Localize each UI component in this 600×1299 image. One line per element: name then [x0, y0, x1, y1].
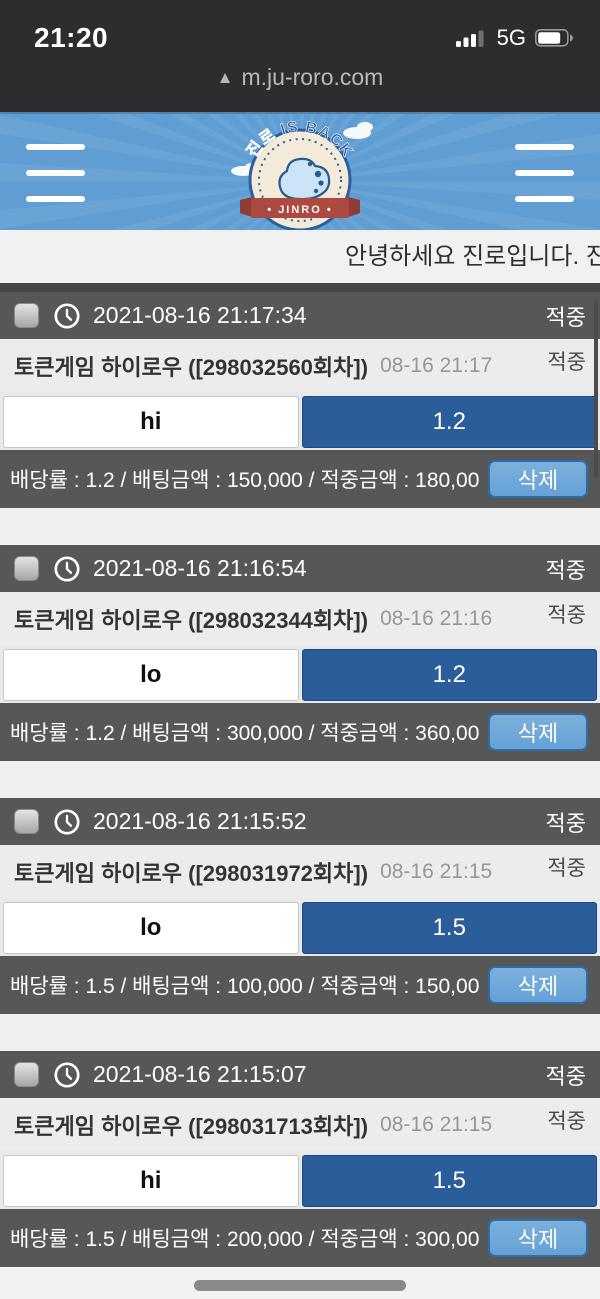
url-text: m.ju-roro.com: [241, 64, 384, 90]
menu-bar: [515, 196, 574, 202]
bet-card-footer: 배당률 : 1.5 / 배팅금액 : 200,000 / 적중금액 : 300,…: [0, 1209, 600, 1267]
bet-summary: 배당률 : 1.5 / 배팅금액 : 100,000 / 적중금액 : 150,…: [10, 975, 480, 998]
bet-timestamp: 2021-08-16 21:16:54: [93, 555, 307, 581]
bet-card-header: 2021-08-16 21:15:52 적중: [0, 798, 600, 845]
bet-card-header: 2021-08-16 21:15:07 적중: [0, 1051, 600, 1098]
status-icons: 5G: [455, 25, 574, 51]
select-checkbox[interactable]: [14, 556, 39, 581]
clock-icon: [53, 808, 81, 836]
bet-card-footer: 배당률 : 1.2 / 배팅금액 : 300,000 / 적중금액 : 360,…: [0, 703, 600, 761]
status-time: 21:20: [34, 22, 109, 53]
pick-cell: hi: [3, 396, 299, 448]
site-logo[interactable]: • JINRO • 진로 IS BACK: [205, 114, 395, 237]
jinro-logo: • JINRO • 진로 IS BACK: [231, 118, 373, 232]
bet-selection-row: hi 1.2: [0, 392, 600, 450]
odds-cell: 1.5: [301, 902, 597, 954]
bet-card-footer: 배당률 : 1.2 / 배팅금액 : 150,000 / 적중금액 : 180,…: [0, 450, 600, 508]
odds-cell: 1.2: [301, 396, 597, 448]
game-title: 토큰게임 하이로우 ([298032344회차]): [14, 607, 369, 633]
url-bar[interactable]: ▲ m.ju-roro.com: [0, 60, 600, 91]
bet-timestamp: 2021-08-16 21:15:52: [93, 808, 307, 834]
bet-selection-row: lo 1.5: [0, 898, 600, 956]
bet-timestamp: 2021-08-16 21:17:34: [93, 302, 307, 328]
game-result-badge: 적중: [547, 1110, 586, 1133]
browser-chrome: 21:20 5G ▲ m.ju-roro.com: [0, 0, 600, 112]
menu-bar: [515, 170, 574, 176]
scrollbar-thumb[interactable]: [594, 300, 598, 478]
game-result-badge: 적중: [547, 857, 586, 880]
bet-card: 2021-08-16 21:17:34 적중 토큰게임 하이로우 ([29803…: [0, 292, 600, 508]
game-info-row: 토큰게임 하이로우 ([298031972회차]) 08-16 21:15 적중: [0, 845, 600, 898]
game-result-badge: 적중: [547, 351, 586, 374]
menu-bar: [26, 196, 85, 202]
site-header: • JINRO • 진로 IS BACK: [0, 112, 600, 232]
bottom-bar: [0, 1267, 600, 1299]
bet-summary: 배당률 : 1.5 / 배팅금액 : 200,000 / 적중금액 : 300,…: [10, 1228, 480, 1251]
select-checkbox[interactable]: [14, 1062, 39, 1087]
right-menu-button[interactable]: [515, 144, 574, 202]
game-time: 08-16 21:17: [380, 353, 493, 377]
menu-bar: [515, 144, 574, 150]
bet-card-header: 2021-08-16 21:16:54 적중: [0, 545, 600, 592]
network-label: 5G: [496, 25, 526, 50]
game-time: 08-16 21:16: [380, 606, 493, 630]
delete-button[interactable]: 삭제: [488, 1219, 588, 1257]
bet-card-list: 2021-08-16 21:17:34 적중 토큰게임 하이로우 ([29803…: [0, 292, 600, 1267]
notice-text: 안녕하세요 진로입니다. 진로 평: [345, 243, 600, 270]
ssl-warning-icon: ▲: [216, 68, 234, 87]
select-checkbox[interactable]: [14, 303, 39, 328]
pick-cell: lo: [3, 649, 299, 701]
game-result-badge: 적중: [547, 604, 586, 627]
odds-cell: 1.2: [301, 649, 597, 701]
bet-selection-row: lo 1.2: [0, 645, 600, 703]
game-info-row: 토큰게임 하이로우 ([298031713회차]) 08-16 21:15 적중: [0, 1098, 600, 1151]
game-title: 토큰게임 하이로우 ([298031972회차]): [14, 860, 369, 886]
odds-cell: 1.5: [301, 1155, 597, 1207]
bet-card-footer: 배당률 : 1.5 / 배팅금액 : 100,000 / 적중금액 : 150,…: [0, 956, 600, 1014]
delete-button[interactable]: 삭제: [488, 460, 588, 498]
bet-card: 2021-08-16 21:16:54 적중 토큰게임 하이로우 ([29803…: [0, 545, 600, 761]
game-time: 08-16 21:15: [380, 1112, 493, 1136]
clock-icon: [53, 1061, 81, 1089]
clock-icon: [53, 555, 81, 583]
result-badge: 적중: [545, 557, 586, 583]
logo-ribbon-text: • JINRO •: [267, 204, 332, 216]
game-info-row: 토큰게임 하이로우 ([298032560회차]) 08-16 21:17 적중: [0, 339, 600, 392]
delete-button[interactable]: 삭제: [488, 713, 588, 751]
bet-card-header: 2021-08-16 21:17:34 적중: [0, 292, 600, 339]
home-indicator[interactable]: [194, 1280, 406, 1291]
result-badge: 적중: [545, 304, 586, 330]
pick-cell: lo: [3, 902, 299, 954]
bet-summary: 배당률 : 1.2 / 배팅금액 : 150,000 / 적중금액 : 180,…: [10, 469, 480, 492]
bet-selection-row: hi 1.5: [0, 1151, 600, 1209]
status-bar: 21:20 5G: [0, 0, 600, 60]
bet-card: 2021-08-16 21:15:52 적중 토큰게임 하이로우 ([29803…: [0, 798, 600, 1014]
game-title: 토큰게임 하이로우 ([298032560회차]): [14, 354, 369, 380]
pick-cell: hi: [3, 1155, 299, 1207]
game-time: 08-16 21:15: [380, 859, 493, 883]
bet-summary: 배당률 : 1.2 / 배팅금액 : 300,000 / 적중금액 : 360,…: [10, 722, 480, 745]
menu-bar: [26, 144, 85, 150]
menu-bar: [26, 170, 85, 176]
signal-icon: [455, 30, 484, 47]
notice-divider: [0, 283, 600, 292]
select-checkbox[interactable]: [14, 809, 39, 834]
result-badge: 적중: [545, 810, 586, 836]
bet-card: 2021-08-16 21:15:07 적중 토큰게임 하이로우 ([29803…: [0, 1051, 600, 1267]
battery-icon: [535, 29, 573, 47]
delete-button[interactable]: 삭제: [488, 966, 588, 1004]
game-title: 토큰게임 하이로우 ([298031713회차]): [14, 1113, 369, 1139]
bet-timestamp: 2021-08-16 21:15:07: [93, 1061, 307, 1087]
left-menu-button[interactable]: [26, 144, 85, 202]
notice-marquee: 안녕하세요 진로입니다. 진로 평: [0, 230, 600, 283]
result-badge: 적중: [545, 1063, 586, 1089]
game-info-row: 토큰게임 하이로우 ([298032344회차]) 08-16 21:16 적중: [0, 592, 600, 645]
clock-icon: [53, 302, 81, 330]
